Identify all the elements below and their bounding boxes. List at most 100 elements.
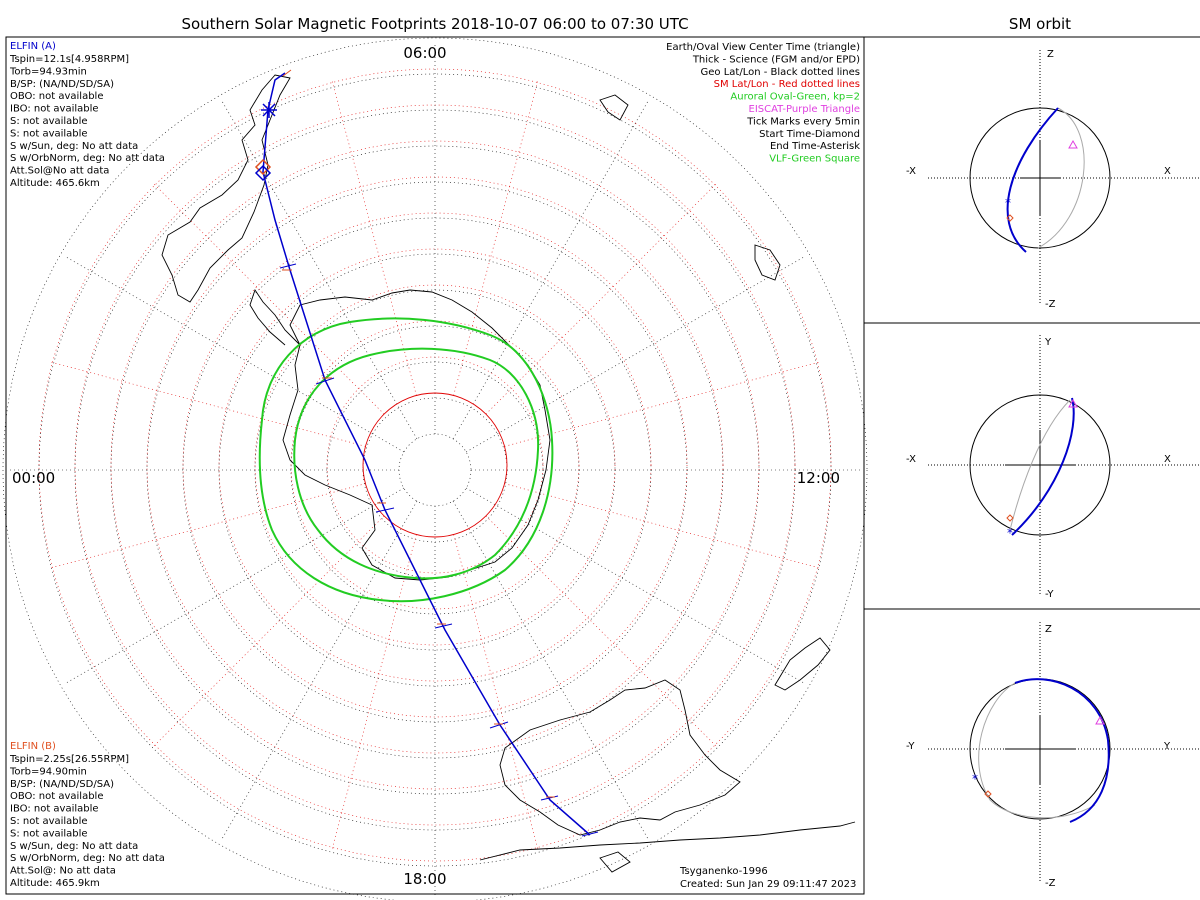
sm-lon-line: [504, 361, 822, 447]
probe-info-line: S: not available: [10, 128, 88, 139]
axis-label-bottom: -Z: [1045, 878, 1056, 889]
sm-grid-lines: [38, 68, 832, 862]
tick-mark: [489, 721, 509, 729]
probe-b-lines: Tspin=2.25s[26.55RPM]Torb=94.90min B/SP: …: [9, 754, 165, 889]
tick-mark: [315, 377, 335, 385]
sm-lon-line: [151, 515, 385, 749]
legend-item: EISCAT-Purple Triangle: [749, 104, 861, 115]
probe-info-line: Att.Sol@No att data: [10, 166, 109, 177]
axis-label-left: -Y: [906, 741, 915, 752]
probe-info-line: S w/OrbNorm, deg: No att data: [10, 153, 165, 164]
probe-info-line: B/SP: (NA/ND/SD/SA): [10, 79, 114, 90]
time-label-bottom: 18:00: [403, 870, 446, 888]
probe-info-line: Altitude: 465.6km: [10, 178, 100, 189]
legend-item: SM Lat/Lon - Red dotted lines: [714, 79, 860, 90]
start-time-diamond: [254, 164, 272, 182]
asia-coastline: [479, 821, 856, 861]
probe-info-line: Tspin=2.25s[26.55RPM]: [9, 754, 129, 765]
start-diamond: [1006, 214, 1014, 222]
sm-lat-circle: [38, 68, 832, 862]
axis-label-top: Z: [1047, 49, 1054, 60]
model-label: Tsyganenko-1996: [679, 866, 768, 877]
view-center-triangle: [1068, 139, 1078, 149]
probe-a-lines: Tspin=12.1s[4.958RPM]Torb=94.93min B/SP: …: [9, 54, 165, 189]
sm-lat-circle: [254, 284, 616, 646]
probe-info-line: S: not available: [10, 816, 88, 827]
geo-lat-circle: [146, 181, 724, 759]
end-asterisk: *: [1007, 526, 1013, 540]
axis-label-left: -X: [906, 166, 916, 177]
new-zealand-coastline: [774, 637, 831, 691]
sm-lon-line: [331, 534, 417, 852]
legend-item: Geo Lat/Lon - Black dotted lines: [701, 67, 860, 78]
geo-lon-line: [64, 255, 404, 453]
polar-map: [2, 37, 868, 900]
axis-label-bottom: -Z: [1045, 299, 1056, 310]
geo-lon-line: [220, 501, 418, 841]
sm-lon-line: [485, 515, 719, 749]
orbit-back: [1037, 107, 1085, 249]
sm-lat-circle: [182, 212, 688, 718]
probe-info-line: Tspin=12.1s[4.958RPM]: [9, 54, 129, 65]
geo-longitude-lines: [7, 42, 863, 898]
sm-lat-circle: [146, 176, 724, 754]
legend-item: Start Time-Diamond: [759, 129, 860, 140]
orbit-back: [1009, 399, 1071, 531]
geo-lon-line: [452, 99, 650, 439]
sm-lat-circle: [218, 248, 652, 682]
auroral-oval: [258, 317, 554, 603]
orbit-track: [1011, 397, 1075, 536]
probe-info-line: S w/Sun, deg: No att data: [10, 141, 138, 152]
geo-lat-circle: [2, 37, 868, 900]
legend-item: VLF-Green Square: [769, 154, 860, 165]
axis-label-right: X: [1164, 454, 1171, 465]
probe-info-line: Torb=94.93min: [9, 66, 87, 77]
probe-info-line: B/SP: (NA/ND/SD/SA): [10, 779, 114, 790]
track-tick-marks: [279, 263, 599, 837]
orbit-panel-xy: Y -Y -X X *: [906, 335, 1200, 600]
africa-coastline: [599, 94, 629, 121]
geo-lon-line: [452, 501, 650, 841]
sm-lon-line: [453, 534, 539, 852]
legend-item: Auroral Oval-Green, kp=2: [730, 92, 860, 103]
tick-mark: [540, 795, 559, 801]
end-asterisk: *: [1005, 196, 1011, 210]
probe-info-line: IBO: not available: [10, 804, 99, 815]
geo-lat-circle: [110, 145, 760, 795]
sm-lon-line: [331, 78, 417, 396]
axis-label-right: Y: [1163, 741, 1171, 752]
legend: Earth/Oval View Center Time (triangle)Th…: [666, 42, 860, 165]
time-label-top: 06:00: [403, 44, 446, 62]
sm-lon-line: [485, 181, 719, 415]
orbit-panels: Z -Z -X X * Y -Y -X X *: [906, 49, 1200, 889]
time-label-right: 12:00: [797, 469, 840, 487]
probe-info-line: S: not available: [10, 116, 88, 127]
orbit-panel-xz: Z -Z -X X *: [906, 49, 1200, 310]
orbit-track: [1014, 678, 1110, 823]
elfin-a-footprint-track: [262, 72, 591, 836]
probe-info-line: OBO: not available: [10, 791, 104, 802]
australia-coastline: [499, 679, 741, 836]
tick-mark: [375, 507, 395, 513]
sm-lon-line: [453, 78, 539, 396]
orbit-panel-yz: Z -Z -Y Y *: [906, 622, 1200, 889]
sm-lon-line: [504, 483, 822, 569]
tasmania-coastline: [599, 851, 631, 873]
end-asterisk: *: [972, 772, 978, 786]
geo-lon-line: [466, 255, 806, 453]
geo-lon-line: [64, 487, 404, 685]
probe-info-line: IBO: not available: [10, 104, 99, 115]
geo-lat-circle: [398, 433, 472, 507]
geo-lon-line: [466, 487, 806, 685]
probe-b-name: ELFIN (B): [10, 741, 56, 752]
geo-lat-circle: [362, 397, 508, 543]
auroral-oval-outer: [258, 317, 554, 603]
geo-lat-circle: [326, 361, 544, 579]
antarctica-coastline: [282, 289, 551, 581]
axis-label-top: Y: [1044, 337, 1052, 348]
geo-lat-circle: [218, 253, 652, 687]
probe-b-tick-marks: [282, 69, 555, 798]
probe-b-info: ELFIN (B) Tspin=2.25s[26.55RPM]Torb=94.9…: [9, 741, 165, 889]
view-center-triangle: [1095, 715, 1105, 725]
